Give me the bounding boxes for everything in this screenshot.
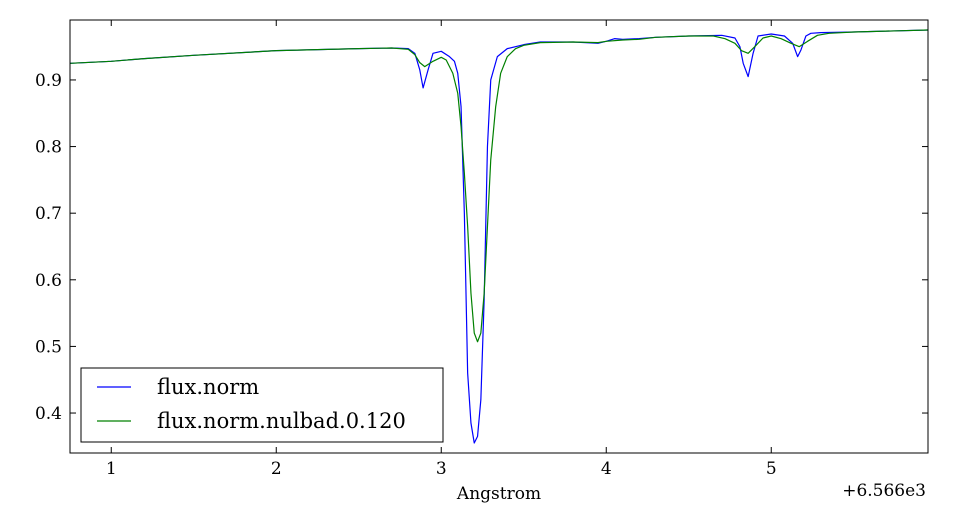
x-axis: 1 2 3 4 5 (106, 20, 777, 479)
y-tick-label: 0.4 (35, 404, 62, 424)
legend-label-flux-norm-nulbad: flux.norm.nulbad.0.120 (157, 409, 406, 433)
x-tick-label: 4 (601, 459, 612, 479)
x-axis-label: Angstrom (456, 484, 541, 504)
legend-box (80, 367, 444, 443)
y-tick-label: 0.8 (35, 138, 62, 158)
y-tick-label: 0.5 (35, 337, 62, 357)
y-axis: 0.4 0.5 0.6 0.7 0.8 0.9 (35, 71, 928, 424)
y-tick-label: 0.7 (35, 204, 62, 224)
x-tick-label: 3 (436, 459, 447, 479)
plot-frame (69, 19, 929, 454)
y-tick-label: 0.9 (35, 71, 62, 91)
x-tick-label: 2 (271, 459, 282, 479)
legend: flux.norm flux.norm.nulbad.0.120 (80, 367, 444, 443)
legend-label-flux-norm: flux.norm (157, 375, 259, 399)
x-tick-label: 1 (106, 459, 117, 479)
series-layer (70, 29, 928, 444)
series-line-0 (70, 29, 928, 444)
y-tick-label: 0.6 (35, 271, 62, 291)
x-tick-label: 5 (766, 459, 777, 479)
series-line-1 (70, 29, 928, 343)
x-axis-offset-label: +6.566e3 (842, 481, 926, 501)
